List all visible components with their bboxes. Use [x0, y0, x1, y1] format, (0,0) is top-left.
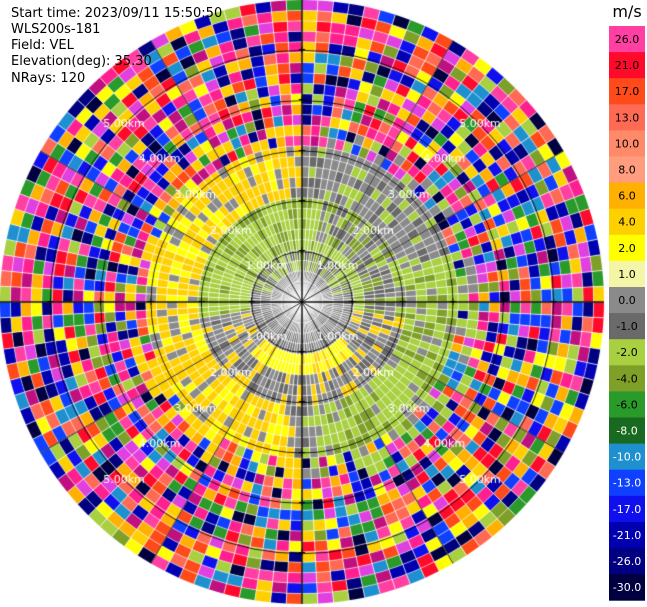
- colorbar-cell: [609, 495, 645, 523]
- colorbar-tick-label: -13.0: [613, 477, 641, 490]
- elevation-label: Elevation(deg): 35.30: [11, 54, 152, 69]
- colorbar-tick-label: -21.0: [613, 529, 641, 542]
- colorbar-cell: [609, 313, 645, 340]
- colorbar-tick-label: 17.0: [615, 85, 640, 98]
- colorbar-tick-label: 21.0: [615, 59, 640, 72]
- colorbar-tick-label: -2.0: [616, 346, 637, 359]
- colorbar-tick-label: -8.0: [616, 425, 637, 438]
- colorbar-tick-label: 6.0: [618, 190, 636, 203]
- colorbar-cell: [609, 182, 645, 210]
- colorbar-cell: [609, 339, 645, 366]
- nrays-label: NRays: 120: [11, 71, 86, 86]
- colorbar-cell: [609, 391, 645, 418]
- colorbar-tick-label: -17.0: [613, 503, 641, 516]
- colorbar-cell: [609, 208, 645, 236]
- colorbar-cell: [609, 287, 645, 314]
- colorbar-tick-label: 8.0: [618, 164, 636, 177]
- colorbar-tick-label: 4.0: [618, 216, 636, 229]
- colorbar-cell: [609, 574, 645, 601]
- colorbar-tick-label: -4.0: [616, 372, 637, 385]
- colorbar-tick-label: 2.0: [618, 242, 636, 255]
- colorbar-tick-label: 0.0: [618, 294, 636, 307]
- colorbar-tick-label: -10.0: [613, 451, 641, 464]
- colorbar-cell: [609, 156, 645, 184]
- colorbar-tick-label: 13.0: [615, 111, 640, 124]
- colorbar-tick-label: -6.0: [616, 398, 637, 411]
- colorbar-cell: [609, 365, 645, 392]
- colorbar-tick-label: -1.0: [616, 320, 637, 333]
- station-label: WLS200s-181: [11, 22, 101, 37]
- colorbar-tick-label: 26.0: [615, 33, 640, 46]
- colorbar-cell: [609, 469, 645, 497]
- colorbar-cell: [609, 234, 645, 262]
- colorbar-cell: [609, 548, 645, 575]
- colorbar-cell: [609, 26, 645, 53]
- colorbar-cell: [609, 521, 645, 549]
- colorbar-cell: [609, 417, 645, 445]
- start-time-label: Start time: 2023/09/11 15:50:50: [11, 6, 223, 21]
- colorbar-cell: [609, 104, 645, 131]
- colorbar-tick-label: -30.0: [613, 581, 641, 594]
- colorbar-cell: [609, 52, 645, 79]
- colorbar-cell: [609, 260, 645, 288]
- colorbar-tick-label: -26.0: [613, 555, 641, 568]
- field-label: Field: VEL: [11, 38, 74, 53]
- colorbar-unit: m/s: [612, 2, 641, 21]
- colorbar-cell: [609, 130, 645, 157]
- colorbar-cell: [609, 78, 645, 105]
- colorbar-tick-label: 10.0: [615, 137, 640, 150]
- colorbar-tick-label: 1.0: [618, 268, 636, 281]
- colorbar-cell: [609, 443, 645, 471]
